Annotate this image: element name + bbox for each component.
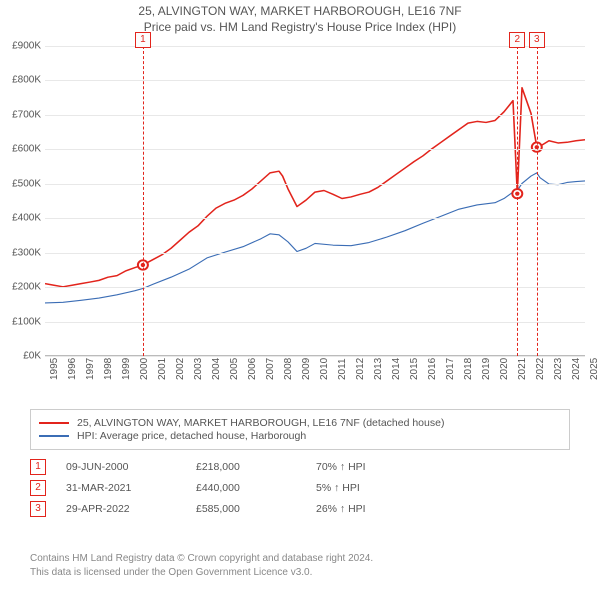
x-tick-label: 2023 [553,358,564,380]
legend-row: 25, ALVINGTON WAY, MARKET HARBOROUGH, LE… [39,417,561,429]
event-diff: 70% ↑ HPI [316,461,406,473]
event-diff: 5% ↑ HPI [316,482,406,494]
x-tick-label: 1999 [121,358,132,380]
x-tick-label: 2008 [283,358,294,380]
event-marker-box: 3 [529,32,545,48]
y-tick-label: £100K [3,316,41,327]
event-date: 09-JUN-2000 [66,461,196,473]
event-number-box: 2 [30,480,46,496]
x-tick-label: 2002 [175,358,186,380]
legend-label: HPI: Average price, detached house, Harb… [77,430,306,442]
y-tick-label: £0K [3,351,41,362]
event-marker-box: 2 [509,32,525,48]
gridline [45,322,585,323]
event-number-box: 1 [30,459,46,475]
x-tick-label: 2016 [427,358,438,380]
x-tick-label: 2013 [373,358,384,380]
x-tick-label: 2017 [445,358,456,380]
legend-swatch [39,422,69,424]
event-marker-box: 1 [135,32,151,48]
legend: 25, ALVINGTON WAY, MARKET HARBOROUGH, LE… [30,409,570,450]
gridline [45,287,585,288]
x-tick-label: 1998 [103,358,114,380]
chart-title: 25, ALVINGTON WAY, MARKET HARBOROUGH, LE… [0,4,600,20]
y-tick-label: £800K [3,75,41,86]
gridline [45,149,585,150]
x-tick-label: 2022 [535,358,546,380]
x-tick-label: 1995 [49,358,60,380]
y-tick-label: £600K [3,144,41,155]
chart-container: 25, ALVINGTON WAY, MARKET HARBOROUGH, LE… [0,4,600,594]
x-tick-label: 1996 [67,358,78,380]
x-tick-label: 2021 [517,358,528,380]
legend-swatch [39,435,69,437]
event-marker-line [143,46,144,356]
gridline [45,46,585,47]
y-tick-label: £500K [3,178,41,189]
chart-svg [45,46,585,335]
x-tick-label: 2020 [499,358,510,380]
x-tick-label: 2003 [193,358,204,380]
chart-plot-area: £0K£100K£200K£300K£400K£500K£600K£700K£8… [45,46,585,376]
gridline [45,218,585,219]
event-price: £440,000 [196,482,316,494]
x-tick-label: 2000 [139,358,150,380]
x-tick-label: 2015 [409,358,420,380]
gridline [45,184,585,185]
x-axis-labels: 1995 1996 1997 1998 1999 2000 2001 2002 2003 2004… [45,358,585,380]
y-tick-label: £900K [3,41,41,52]
gridline [45,115,585,116]
events-table: 1 09-JUN-2000£218,00070% ↑ HPI 2 31-MAR-202… [30,454,570,522]
event-row: 2 31-MAR-2021£440,0005% ↑ HPI [30,480,570,496]
y-tick-label: £200K [3,282,41,293]
gridline [45,253,585,254]
x-tick-label: 2006 [247,358,258,380]
event-date: 31-MAR-2021 [66,482,196,494]
x-tick-label: 2009 [301,358,312,380]
event-row: 3 29-APR-2022£585,00026% ↑ HPI [30,501,570,517]
plot-region: £0K£100K£200K£300K£400K£500K£600K£700K£8… [45,46,585,356]
x-tick-label: 2025 [589,358,600,380]
x-tick-label: 2024 [571,358,582,380]
x-tick-label: 2019 [481,358,492,380]
event-marker-line [537,46,538,356]
x-tick-label: 2007 [265,358,276,380]
legend-label: 25, ALVINGTON WAY, MARKET HARBOROUGH, LE… [77,417,444,429]
event-price: £218,000 [196,461,316,473]
footer-line1: Contains HM Land Registry data © Crown c… [30,552,570,566]
event-diff: 26% ↑ HPI [316,503,406,515]
x-tick-label: 2004 [211,358,222,380]
legend-row: HPI: Average price, detached house, Harb… [39,430,561,442]
footer-attribution: Contains HM Land Registry data © Crown c… [30,552,570,579]
x-tick-label: 2011 [337,358,348,380]
x-tick-label: 2001 [157,358,168,380]
footer-line2: This data is licensed under the Open Gov… [30,566,570,580]
y-tick-label: £700K [3,109,41,120]
event-marker-line [517,46,518,356]
event-price: £585,000 [196,503,316,515]
x-tick-label: 2012 [355,358,366,380]
event-row: 1 09-JUN-2000£218,00070% ↑ HPI [30,459,570,475]
x-tick-label: 2018 [463,358,474,380]
x-tick-label: 2005 [229,358,240,380]
event-number-box: 3 [30,501,46,517]
y-tick-label: £300K [3,247,41,258]
series-line-property_price [45,88,585,287]
x-tick-label: 1997 [85,358,96,380]
gridline [45,80,585,81]
event-date: 29-APR-2022 [66,503,196,515]
x-tick-label: 2014 [391,358,402,380]
y-tick-label: £400K [3,213,41,224]
x-tick-label: 2010 [319,358,330,380]
